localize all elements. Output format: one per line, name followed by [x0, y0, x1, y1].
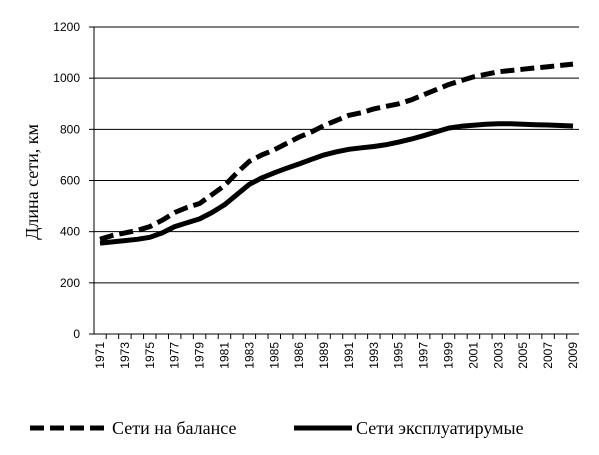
- y-tick-label: 400: [60, 225, 80, 239]
- x-tick-label: 1973: [118, 342, 132, 369]
- x-tick-label: 1985: [267, 342, 281, 369]
- x-tick-label: 1995: [392, 342, 406, 369]
- gridlines: [94, 26, 579, 284]
- x-tick-label: 2003: [491, 342, 505, 369]
- x-tick-label: 1991: [342, 342, 356, 369]
- y-tick-label: 200: [60, 276, 80, 290]
- x-tick-label: 1993: [367, 342, 381, 369]
- x-tick-label: 1989: [317, 342, 331, 369]
- x-tick-label: 2001: [466, 342, 480, 369]
- y-tick-label: 600: [60, 174, 80, 188]
- x-tick-label: 1971: [93, 342, 107, 369]
- legend-label-1: Сети на балансе: [112, 418, 236, 438]
- y-tick-label: 0: [73, 327, 80, 341]
- x-tick-labels: 1971 1973 1975 1977 1979 1981 1983 1985 1986 1989…: [93, 342, 580, 369]
- y-tick-label: 1200: [53, 20, 80, 34]
- x-tick-label: 1975: [143, 342, 157, 369]
- legend: Сети на балансе Сети эксплуатирумые: [30, 418, 524, 438]
- axes: [89, 26, 579, 339]
- x-tick-label: 2009: [566, 342, 580, 369]
- x-tick-label: 1999: [442, 342, 456, 369]
- x-tick-label: 2007: [541, 342, 555, 369]
- x-tick-label: 1977: [168, 342, 182, 369]
- y-tick-label: 1000: [53, 71, 80, 85]
- x-tick-label: 1979: [193, 342, 207, 369]
- x-tick-label: 1986: [292, 342, 306, 369]
- series-line-1: [99, 61, 574, 242]
- y-tick-label: 800: [60, 122, 80, 136]
- x-tick-label: 1983: [242, 342, 256, 369]
- x-tick-label: 2005: [516, 342, 530, 369]
- legend-label-2: Сети эксплуатирумые: [356, 418, 524, 438]
- y-axis-label: Длина сети, км: [22, 124, 42, 240]
- y-tick-labels: 0 200 400 600 800 1000 1200: [53, 20, 80, 341]
- x-tick-label: 1981: [217, 342, 231, 369]
- series-lines: [99, 61, 574, 246]
- x-tick-label: 1997: [417, 342, 431, 369]
- series-line-2: [99, 121, 574, 246]
